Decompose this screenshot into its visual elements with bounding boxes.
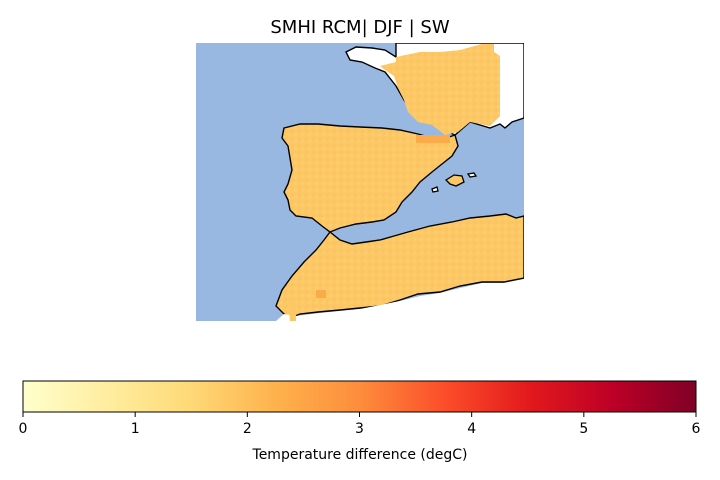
colorbar-ticks: 0 1 2 3 4 5 6 — [19, 412, 701, 437]
colorbar-tick-label: 1 — [131, 421, 140, 437]
colorbar-tick-label: 0 — [19, 421, 28, 437]
colorbar-tick-label: 3 — [355, 421, 364, 437]
colorbar-tick-label: 6 — [692, 421, 701, 437]
land-iberia — [281, 123, 459, 233]
colorbar: 0 1 2 3 4 5 6 Temperature difference (degC) — [19, 380, 701, 463]
island-ibiza — [431, 186, 439, 193]
land-north-africa — [275, 213, 524, 319]
colorbar-label: Temperature difference (degC) — [252, 447, 468, 463]
colorbar-tick-label: 5 — [579, 421, 588, 437]
island-menorca — [466, 172, 478, 178]
colorbar-gradient — [22, 380, 697, 413]
colorbar-tick-label: 2 — [243, 421, 252, 437]
colorbar-tick-label: 4 — [467, 421, 476, 437]
field-france — [380, 44, 500, 135]
warm-patch — [416, 135, 450, 143]
warm-patch-africa — [316, 290, 326, 298]
map-panel — [196, 43, 524, 321]
land-no-data-south — [276, 279, 524, 321]
map-title: SMHI RCM| DJF | SW — [270, 17, 449, 38]
island-mallorca — [444, 174, 465, 187]
field-africa-edge — [288, 300, 296, 321]
